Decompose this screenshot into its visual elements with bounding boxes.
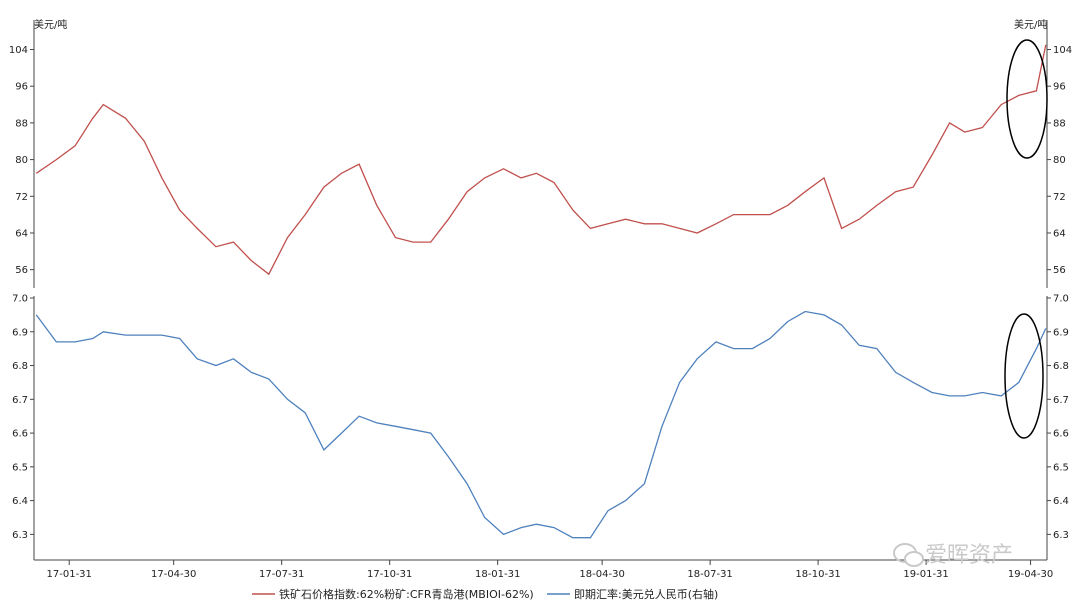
y-tick-label: 56 — [1053, 265, 1066, 276]
x-axis: 17-01-31 17-04-30 17-07-31 17-10-31 18-01-31… — [34, 559, 1053, 580]
watermark: 爱晖资产 — [893, 543, 1013, 568]
legend: 铁矿石价格指数:62%粉矿:CFR青岛港(MBIOI-62%) 即期汇率:美元兑… — [252, 587, 718, 601]
y-tick-label: 6.7 — [12, 395, 28, 406]
usd-cny-rate-line — [35, 310, 1047, 539]
y-tick-label: 56 — [15, 265, 28, 276]
y-tick-label: 96 — [15, 82, 28, 93]
x-tick-label: 17-10-31 — [367, 569, 412, 580]
legend-label-iron: 铁矿石价格指数:62%粉矿:CFR青岛港(MBIOI-62%) — [279, 587, 534, 601]
top-left-ticks: 56 64 72 80 88 96 104 — [9, 45, 34, 276]
x-tick-label: 17-04-30 — [151, 569, 196, 580]
y-tick-label: 6.8 — [1053, 361, 1069, 372]
y-tick-label: 6.9 — [12, 327, 28, 338]
y-tick-label: 104 — [9, 45, 28, 56]
y-tick-label: 6.8 — [12, 361, 28, 372]
iron-ore-price-line — [35, 44, 1047, 276]
y-tick-label: 6.5 — [1053, 462, 1069, 473]
top-right-unit: 美元/吨 — [1014, 18, 1047, 31]
x-tick-label: 19-01-31 — [903, 569, 948, 580]
y-tick-label: 6.6 — [1053, 429, 1069, 440]
x-axis-ticks: 17-01-31 17-04-30 17-07-31 17-10-31 18-01-31… — [47, 560, 1053, 580]
x-tick-label: 18-10-31 — [795, 569, 840, 580]
y-tick-label: 88 — [1053, 118, 1066, 129]
x-tick-label: 17-01-31 — [47, 569, 92, 580]
watermark-text: 爱晖资产 — [925, 543, 1013, 568]
y-tick-label: 6.3 — [12, 530, 28, 541]
bottom-panel: 6.3 6.4 6.5 6.6 6.7 6.8 6.9 7.0 6.3 6.4 6.5 6.6 6.7… — [12, 294, 1069, 560]
x-tick-label: 19-04-30 — [1008, 569, 1053, 580]
y-tick-label: 6.9 — [1053, 327, 1069, 338]
x-tick-label: 18-07-31 — [687, 569, 732, 580]
y-tick-label: 6.4 — [12, 496, 28, 507]
y-tick-label: 6.7 — [1053, 395, 1069, 406]
highlight-ellipse-bottom — [1004, 313, 1044, 439]
legend-label-fx: 即期汇率:美元兑人民币(右轴) — [574, 587, 718, 601]
bottom-right-ticks: 6.3 6.4 6.5 6.6 6.7 6.8 6.9 7.0 — [1047, 294, 1069, 541]
highlight-ellipse-top — [1006, 39, 1048, 159]
y-tick-label: 6.4 — [1053, 496, 1069, 507]
y-tick-label: 72 — [15, 192, 28, 203]
top-right-ticks: 56 64 72 80 88 96 104 — [1047, 45, 1072, 276]
y-tick-label: 64 — [15, 228, 28, 239]
y-tick-label: 6.5 — [12, 462, 28, 473]
y-tick-label: 72 — [1053, 192, 1066, 203]
x-tick-label: 17-07-31 — [259, 569, 304, 580]
y-tick-label: 88 — [15, 118, 28, 129]
y-tick-label: 104 — [1053, 45, 1072, 56]
x-tick-label: 18-01-31 — [475, 569, 520, 580]
y-tick-label: 80 — [15, 155, 28, 166]
y-tick-label: 96 — [1053, 82, 1066, 93]
y-tick-label: 80 — [1053, 155, 1066, 166]
y-tick-label: 7.0 — [1053, 294, 1069, 305]
y-tick-label: 7.0 — [12, 294, 28, 305]
y-tick-label: 64 — [1053, 228, 1066, 239]
wechat-icon — [893, 543, 924, 567]
y-tick-label: 6.6 — [12, 429, 28, 440]
top-panel: 美元/吨 美元/吨 56 64 72 80 88 96 104 56 64 72 80 88 96 10… — [9, 18, 1072, 288]
x-tick-label: 18-04-30 — [579, 569, 624, 580]
y-tick-label: 6.3 — [1053, 530, 1069, 541]
bottom-left-ticks: 6.3 6.4 6.5 6.6 6.7 6.8 6.9 7.0 — [12, 294, 34, 541]
top-left-unit: 美元/吨 — [34, 18, 67, 31]
